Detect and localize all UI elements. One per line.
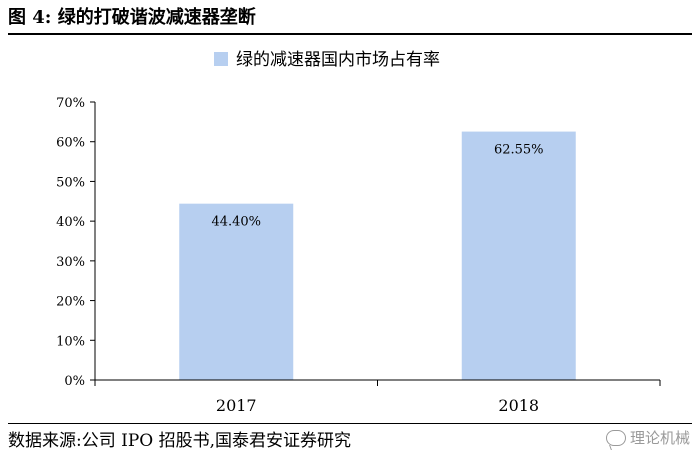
bottom-rule [8,423,692,424]
y-tick-label: 40% [56,215,85,230]
legend-swatch [214,52,228,66]
bar-chart: 绿的减速器国内市场占有率 0% 10% 20% 30% 40% 50% 60% 70% 44.… [56,50,661,415]
y-tick-label: 0% [64,374,85,389]
bars: 44.40% 62.55% [179,131,576,380]
figure-label: 图 4: [8,7,52,28]
bar [179,203,294,380]
chart-legend: 绿的减速器国内市场占有率 [214,50,440,70]
watermark: 理论机械 [605,426,690,450]
legend-label: 绿的减速器国内市场占有率 [236,50,440,70]
figure-title-text: 绿的打破谐波减速器垄断 [57,7,256,28]
wechat-icon [605,430,626,446]
x-tick-label: 2018 [498,396,539,415]
bar [461,131,576,380]
data-label: 44.40% [211,215,261,230]
data-label: 62.55% [494,143,544,158]
y-tick-label: 70% [56,96,85,111]
top-rule [8,33,692,35]
source-note: 数据来源:公司 IPO 招股书,国泰君安证券研究 [8,431,352,451]
x-tick-label: 2017 [216,396,257,415]
x-axis: 2017 2018 [94,379,661,415]
y-tick-label: 10% [56,334,85,349]
y-tick-label: 50% [56,175,85,190]
y-tick-label: 20% [56,295,85,310]
watermark-text: 理论机械 [629,429,690,447]
y-tick-label: 30% [56,255,85,270]
y-axis: 0% 10% 20% 30% 40% 50% 60% 70% [56,96,96,389]
y-tick-label: 60% [56,136,85,151]
figure-title: 图 4: 绿的打破谐波减速器垄断 [8,4,692,32]
